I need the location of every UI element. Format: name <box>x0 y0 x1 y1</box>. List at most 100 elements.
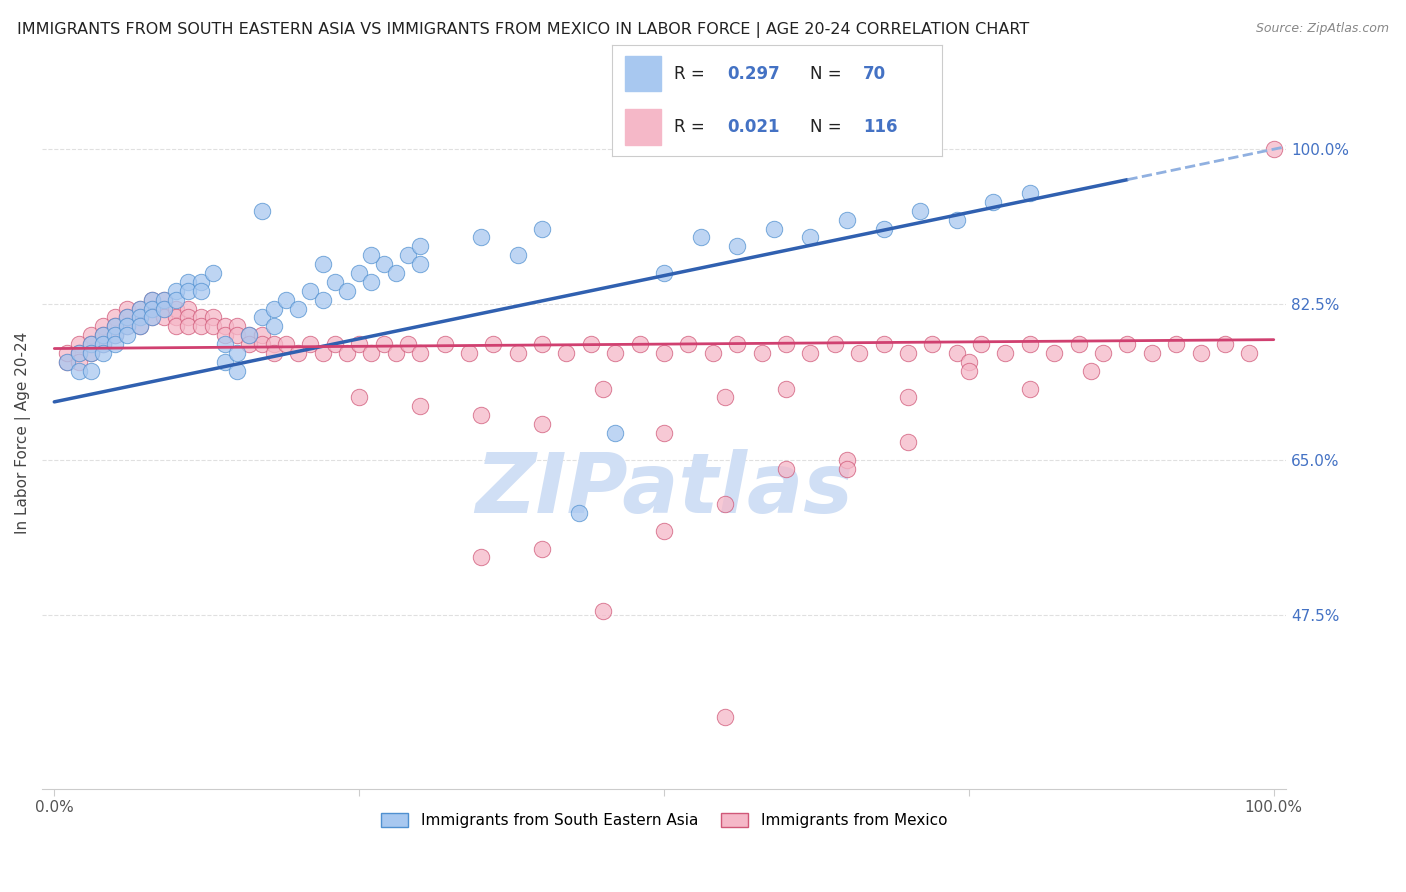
Point <box>311 346 333 360</box>
Point <box>153 301 176 316</box>
Text: N =: N = <box>810 64 841 83</box>
Point <box>592 604 614 618</box>
Point <box>1189 346 1212 360</box>
Point <box>299 284 322 298</box>
Point <box>141 310 163 325</box>
Point <box>104 319 127 334</box>
Point <box>751 346 773 360</box>
Point <box>689 230 711 244</box>
Point <box>141 293 163 307</box>
Y-axis label: In Labor Force | Age 20-24: In Labor Force | Age 20-24 <box>15 332 31 534</box>
Point <box>762 221 785 235</box>
Point <box>201 310 224 325</box>
Point <box>531 417 554 431</box>
Point <box>55 346 77 360</box>
Text: IMMIGRANTS FROM SOUTH EASTERN ASIA VS IMMIGRANTS FROM MEXICO IN LABOR FORCE | AG: IMMIGRANTS FROM SOUTH EASTERN ASIA VS IM… <box>17 22 1029 38</box>
Point <box>652 346 675 360</box>
Point <box>628 337 651 351</box>
Bar <box>624 109 661 145</box>
Bar <box>624 56 661 92</box>
Point <box>1043 346 1066 360</box>
Text: 116: 116 <box>863 118 897 136</box>
Point <box>336 346 359 360</box>
Text: R =: R = <box>675 118 706 136</box>
Point <box>373 257 395 271</box>
Point <box>872 337 894 351</box>
Point <box>165 301 187 316</box>
Point <box>214 328 236 343</box>
Point <box>347 391 370 405</box>
Point <box>80 346 103 360</box>
Point <box>117 310 139 325</box>
Point <box>67 364 90 378</box>
Point <box>897 434 920 449</box>
Point <box>201 319 224 334</box>
Point <box>55 355 77 369</box>
Point <box>91 328 114 343</box>
Point <box>214 355 236 369</box>
Point <box>1018 186 1040 200</box>
Point <box>714 497 737 511</box>
Point <box>117 328 139 343</box>
Point <box>835 452 858 467</box>
Point <box>287 301 309 316</box>
Text: ZIPatlas: ZIPatlas <box>475 450 853 531</box>
Point <box>605 425 627 440</box>
Point <box>725 337 748 351</box>
Point <box>141 301 163 316</box>
Point <box>311 293 333 307</box>
Point <box>104 328 127 343</box>
Point <box>226 346 249 360</box>
Point <box>311 257 333 271</box>
Point <box>957 364 980 378</box>
Point <box>994 346 1017 360</box>
Point <box>1239 346 1261 360</box>
Point <box>80 328 103 343</box>
Point <box>470 550 492 565</box>
Point <box>1166 337 1188 351</box>
Point <box>970 337 993 351</box>
Text: 70: 70 <box>863 64 886 83</box>
Point <box>141 293 163 307</box>
Point <box>848 346 870 360</box>
Point <box>908 203 931 218</box>
Point <box>177 319 200 334</box>
Point <box>177 284 200 298</box>
Point <box>250 203 273 218</box>
Point <box>67 346 90 360</box>
Point <box>250 328 273 343</box>
Point <box>91 337 114 351</box>
Point <box>1140 346 1163 360</box>
Point <box>177 310 200 325</box>
Point <box>165 293 187 307</box>
Point <box>153 293 176 307</box>
Point <box>531 221 554 235</box>
Point <box>153 301 176 316</box>
Point <box>409 239 432 253</box>
Point <box>323 337 346 351</box>
Point <box>652 425 675 440</box>
Point <box>555 346 578 360</box>
Text: N =: N = <box>810 118 841 136</box>
Point <box>274 293 297 307</box>
Point <box>299 337 322 351</box>
Point <box>652 266 675 280</box>
Point <box>678 337 700 351</box>
Point <box>921 337 943 351</box>
Point <box>80 346 103 360</box>
Point <box>250 310 273 325</box>
Text: Source: ZipAtlas.com: Source: ZipAtlas.com <box>1256 22 1389 36</box>
Point <box>470 408 492 422</box>
Point <box>384 266 406 280</box>
Point <box>128 319 150 334</box>
Point <box>945 346 967 360</box>
Text: 0.021: 0.021 <box>727 118 780 136</box>
Point <box>263 301 285 316</box>
Point <box>835 212 858 227</box>
Point <box>141 301 163 316</box>
Point <box>117 310 139 325</box>
Point <box>360 346 382 360</box>
Point <box>274 337 297 351</box>
Point <box>945 212 967 227</box>
Legend: Immigrants from South Eastern Asia, Immigrants from Mexico: Immigrants from South Eastern Asia, Immi… <box>375 806 953 834</box>
